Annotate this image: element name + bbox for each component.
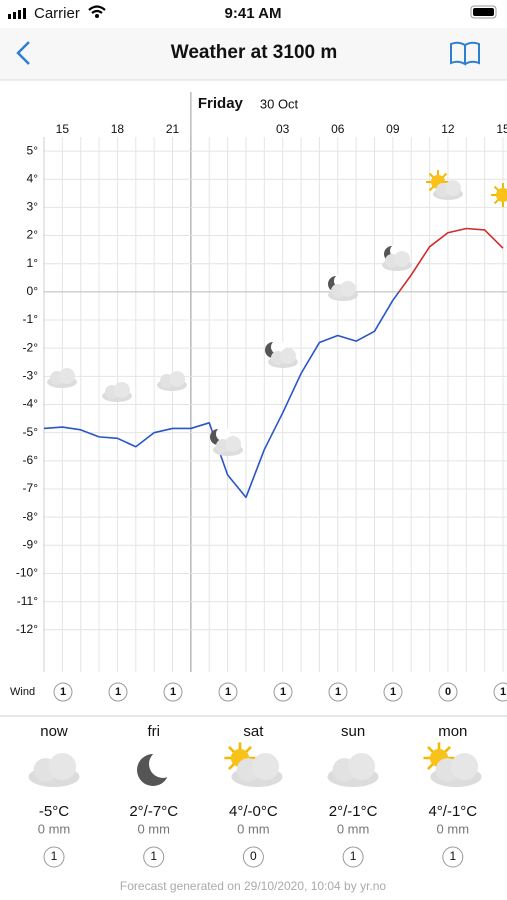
wind-badge xyxy=(273,682,293,702)
nav-bar xyxy=(0,28,507,80)
wind-value: 1 xyxy=(280,686,286,698)
y-tick-label: -5° xyxy=(23,425,39,439)
day-temp: 4°/-1°C xyxy=(428,803,477,820)
y-tick-label: 4° xyxy=(27,171,39,185)
wind-badge xyxy=(53,682,73,702)
wind-value: 1 xyxy=(60,686,66,698)
day-precip: 0 mm xyxy=(437,821,470,836)
day-label: Friday xyxy=(198,95,244,112)
day-precip: 0 mm xyxy=(237,821,270,836)
y-tick-label: -8° xyxy=(23,509,39,523)
y-tick-label: -6° xyxy=(23,453,39,467)
day-name[interactable]: sun xyxy=(341,723,365,740)
wind-value: 1 xyxy=(500,686,506,698)
back-button[interactable] xyxy=(16,41,30,65)
x-tick-label: 12 xyxy=(441,122,455,136)
y-tick-label: 2° xyxy=(27,228,39,242)
day-temp: 2°/-7°C xyxy=(129,803,178,820)
day-name[interactable]: now xyxy=(40,723,68,740)
wind-value: 1 xyxy=(115,686,121,698)
y-tick-label: 5° xyxy=(27,143,39,157)
day-name[interactable]: mon xyxy=(438,723,467,740)
day-temp: 4°/-0°C xyxy=(229,803,278,820)
wind-label: Wind xyxy=(10,686,35,698)
day-precip: 0 mm xyxy=(337,821,370,836)
nav-title: Weather at 3100 m xyxy=(171,42,338,63)
y-tick-label: -9° xyxy=(23,537,39,551)
wind-badge xyxy=(328,682,348,702)
day-precip: 0 mm xyxy=(38,821,71,836)
wind-badge xyxy=(218,682,238,702)
day-name[interactable]: fri xyxy=(147,723,160,740)
clock: 9:41 AM xyxy=(225,5,282,22)
wind-value: 1 xyxy=(225,686,231,698)
day-wind-badge xyxy=(242,846,264,868)
x-tick-label: 03 xyxy=(276,122,290,136)
carrier: Carrier xyxy=(34,5,80,22)
day-wind: 1 xyxy=(350,849,357,863)
day-temp: -5°C xyxy=(39,803,69,820)
y-tick-label: -10° xyxy=(16,566,38,580)
y-tick-label: 1° xyxy=(27,256,39,270)
y-tick-label: -7° xyxy=(23,481,39,495)
wind-value: 1 xyxy=(170,686,176,698)
day-wind: 0 xyxy=(250,849,257,863)
x-tick-label: 06 xyxy=(331,122,345,136)
y-tick-label: 0° xyxy=(27,284,39,298)
day-wind: 1 xyxy=(449,849,456,863)
footer: Forecast generated on 29/10/2020, 10:04 … xyxy=(120,879,387,893)
x-tick-label: 21 xyxy=(166,122,180,136)
day-icons xyxy=(28,741,482,787)
day-name[interactable]: sat xyxy=(243,723,264,740)
y-tick-label: 3° xyxy=(27,200,39,214)
x-tick-label: 18 xyxy=(111,122,125,136)
y-tick-label: -4° xyxy=(23,397,39,411)
wind-badge xyxy=(493,682,507,702)
day-temp: 2°/-1°C xyxy=(329,803,378,820)
x-tick-label: 15 xyxy=(56,122,70,136)
day-wind-badge xyxy=(342,846,364,868)
y-tick-label: -12° xyxy=(16,622,38,636)
day-wind-badge xyxy=(442,846,464,868)
day-wind: 1 xyxy=(150,849,157,863)
date-label: 30 Oct xyxy=(260,96,299,111)
x-tick-label: 09 xyxy=(386,122,400,136)
wind-value: 1 xyxy=(335,686,341,698)
wind-badge xyxy=(383,682,403,702)
status-bar: Carrier 9:41 AM xyxy=(8,5,497,22)
y-tick-label: -3° xyxy=(23,369,39,383)
y-tick-label: -11° xyxy=(17,594,38,608)
wind-badge xyxy=(108,682,128,702)
y-tick-label: -1° xyxy=(23,312,39,326)
wind-value: 1 xyxy=(390,686,396,698)
temperature-line xyxy=(43,227,504,499)
day-precip: 0 mm xyxy=(137,821,170,836)
wind-badge xyxy=(163,682,183,702)
chart: 15 18 21 03 06 09 12 15 Friday 30 Oct 5° 4° 3° 2° 1° 0°… xyxy=(10,92,507,702)
chart-weather-icons xyxy=(47,169,507,456)
day-wind-badge xyxy=(143,846,165,868)
day-wind: 1 xyxy=(51,849,58,863)
book-button[interactable] xyxy=(450,41,480,66)
x-tick-label: 15 xyxy=(496,122,507,136)
wind-badge xyxy=(438,682,458,702)
wind-value: 0 xyxy=(445,686,451,698)
y-tick-label: -2° xyxy=(23,340,39,354)
day-wind-badge xyxy=(43,846,65,868)
